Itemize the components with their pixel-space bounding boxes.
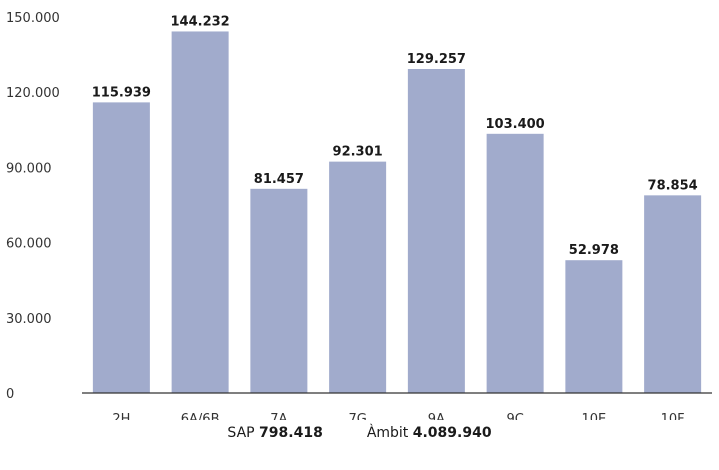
data-label: 103.400 <box>486 117 545 132</box>
bar <box>644 195 702 393</box>
bar <box>329 161 387 393</box>
sap-label: SAP <box>227 425 255 441</box>
y-axis: 0 30.000 60.000 90.000 120.000 150.000 <box>6 11 60 402</box>
bar <box>407 68 465 393</box>
data-label: 115.939 <box>92 85 151 100</box>
x-tick-label: 9C <box>506 412 523 420</box>
x-tick-label: 7G <box>348 412 366 420</box>
data-label: 92.301 <box>333 145 383 160</box>
data-label: 81.457 <box>254 172 304 187</box>
ambit-total: Àmbit 4.089.940 <box>367 425 492 449</box>
y-tick-label: 150.000 <box>6 11 60 26</box>
bars <box>92 31 702 393</box>
x-axis: 2H 6A/6B 7A 7G 9A 9C 10E 10F <box>112 412 684 420</box>
bar <box>250 188 308 393</box>
x-tick-label: 2H <box>112 412 130 420</box>
ambit-label: Àmbit <box>366 425 409 441</box>
bar-chart: 0 30.000 60.000 90.000 120.000 150.000 115.93… <box>6 11 712 420</box>
bar <box>92 102 150 393</box>
data-label: 78.854 <box>648 178 698 193</box>
y-tick-label: 0 <box>6 387 14 402</box>
y-tick-label: 60.000 <box>6 237 52 252</box>
y-tick-label: 90.000 <box>6 161 52 176</box>
sap-total: SAP 798.418 <box>227 425 322 449</box>
ambit-value: 4.089.940 <box>412 425 492 441</box>
data-label: 129.257 <box>407 52 466 67</box>
x-tick-label: 6A/6B <box>181 412 220 420</box>
x-tick-label: 9A <box>428 412 445 420</box>
sap-value: 798.418 <box>259 425 323 441</box>
bar <box>565 260 623 393</box>
bar <box>171 31 229 393</box>
y-tick-label: 120.000 <box>6 86 60 101</box>
data-label: 144.232 <box>171 14 230 29</box>
x-tick-label: 7A <box>270 412 287 420</box>
y-tick-label: 30.000 <box>6 312 52 327</box>
bar <box>486 133 544 393</box>
x-tick-label: 10F <box>661 412 685 420</box>
data-labels: 115.939 144.232 81.457 92.301 129.257 103.400… <box>92 14 698 258</box>
x-tick-label: 10E <box>581 412 606 420</box>
footer-totals: SAP 798.418 Àmbit 4.089.940 <box>0 425 719 449</box>
data-label: 52.978 <box>569 243 619 258</box>
